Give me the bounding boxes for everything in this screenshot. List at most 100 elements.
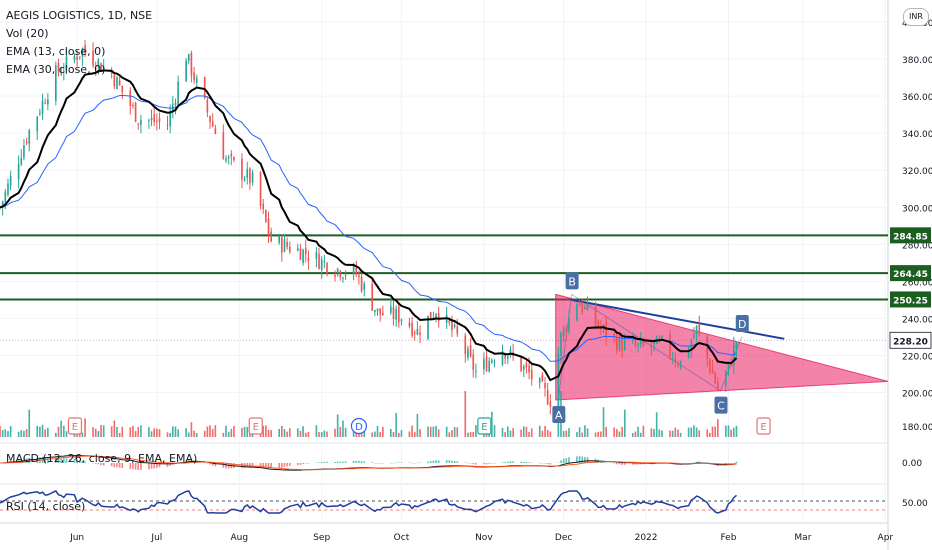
macd-histogram-bar — [166, 463, 169, 467]
pattern-point-label: C — [717, 400, 725, 413]
volume-bar — [288, 428, 291, 437]
candle — [307, 250, 310, 270]
candle-body — [530, 369, 533, 380]
time-tick-label: Dec — [555, 533, 572, 543]
volume-bar — [695, 427, 698, 437]
pattern-labels: A B C D — [552, 272, 749, 423]
candle-body — [195, 77, 198, 83]
macd-histogram-bar — [265, 463, 267, 468]
candle — [60, 66, 62, 76]
macd-histogram-bar — [334, 461, 336, 463]
candle-body — [379, 308, 382, 315]
candle-body — [488, 360, 491, 372]
volume-bar — [307, 431, 310, 437]
candle-body — [576, 303, 578, 321]
candle — [594, 301, 597, 331]
candle — [243, 175, 246, 182]
price-tick-label: 380.00 — [902, 56, 932, 66]
pattern-point-box — [552, 405, 566, 423]
macd-label[interactable]: MACD (12, 26, close, 9, EMA, EMA) — [6, 452, 198, 465]
candle — [541, 372, 544, 382]
price-tick-label: 300.00 — [902, 204, 932, 214]
candle-body — [243, 178, 246, 181]
candle-body — [568, 317, 570, 332]
candle — [634, 334, 637, 349]
candle-body — [541, 374, 544, 382]
candle-body — [211, 121, 214, 127]
time-tick-label: Oct — [394, 533, 410, 543]
candle-body — [709, 359, 711, 372]
volume-bar — [225, 425, 227, 437]
candle-body — [618, 337, 621, 351]
macd-histogram-bar — [565, 458, 568, 463]
candle-body — [318, 253, 320, 269]
volume-bar — [411, 425, 413, 437]
volume-bar — [544, 426, 546, 437]
volume-bar — [690, 427, 693, 437]
candle-body — [687, 350, 690, 358]
candle — [190, 50, 193, 83]
volume-bar — [7, 431, 9, 437]
macd-histogram-bar — [150, 463, 153, 469]
volume-bar — [134, 430, 137, 437]
candle-body — [413, 332, 416, 334]
candle-body — [411, 322, 413, 336]
currency-badge[interactable]: INR — [903, 8, 929, 26]
candle-body — [695, 325, 698, 335]
volume-bar — [679, 432, 682, 437]
macd-histogram-bar — [371, 462, 374, 463]
macd-histogram-bar — [732, 462, 735, 464]
macd-histogram-bar — [134, 463, 137, 470]
volume-bar — [241, 427, 243, 437]
macd-histogram-bar — [374, 462, 376, 464]
candle — [530, 363, 533, 386]
candle-body — [397, 306, 400, 323]
candle-body — [41, 100, 44, 114]
candle — [177, 75, 179, 107]
candle — [690, 338, 693, 358]
indicator-ema30-label[interactable]: EMA (30, close, 0) — [6, 63, 106, 76]
volume-bar — [400, 430, 403, 437]
candle-body — [371, 283, 374, 311]
volume-bar — [299, 430, 302, 437]
volume-bar — [156, 428, 158, 437]
macd-histogram-bar — [65, 458, 68, 463]
candle-body — [177, 81, 179, 106]
event-marker-label: E — [760, 422, 766, 433]
rsi-label[interactable]: RSI (14, close) — [6, 500, 86, 513]
candle — [679, 360, 682, 370]
price-tick-label: 280.00 — [902, 241, 932, 251]
candle — [453, 322, 456, 329]
macd-histogram-bar — [562, 458, 565, 463]
indicator-volume-label[interactable]: Vol (20) — [6, 27, 49, 40]
candle-body — [735, 341, 738, 349]
volume-bar — [709, 432, 711, 437]
volume-bar — [36, 425, 39, 437]
indicator-ema13-label[interactable]: EMA (13, close, 0) — [6, 45, 106, 58]
macd-histogram-bar — [323, 461, 326, 463]
candle — [41, 93, 44, 120]
event-marker-shape — [350, 417, 368, 435]
candle-body — [615, 337, 618, 351]
candle-body — [307, 258, 310, 261]
macd-histogram-bar — [318, 462, 320, 464]
macd-histogram-bar — [530, 462, 533, 464]
volume-bar — [732, 427, 735, 437]
macd-histogram-bar — [320, 462, 323, 463]
candle-body — [286, 241, 288, 247]
symbol-title[interactable]: AEGIS LOGISTICS, 1D, NSE — [6, 9, 153, 22]
volume-bar — [408, 431, 411, 437]
price-level-badge-label: 250.25 — [893, 296, 928, 306]
macd-histogram-bar — [544, 463, 546, 464]
macd-histogram-bar — [60, 457, 62, 463]
macd-histogram-bar — [695, 461, 698, 463]
volume-bar — [339, 426, 342, 437]
candle-body — [623, 340, 626, 350]
candle-body — [634, 342, 637, 346]
candle-body — [153, 114, 156, 123]
volume-bar — [102, 425, 105, 437]
candle — [296, 243, 299, 252]
macd-histogram-bar — [448, 460, 451, 463]
